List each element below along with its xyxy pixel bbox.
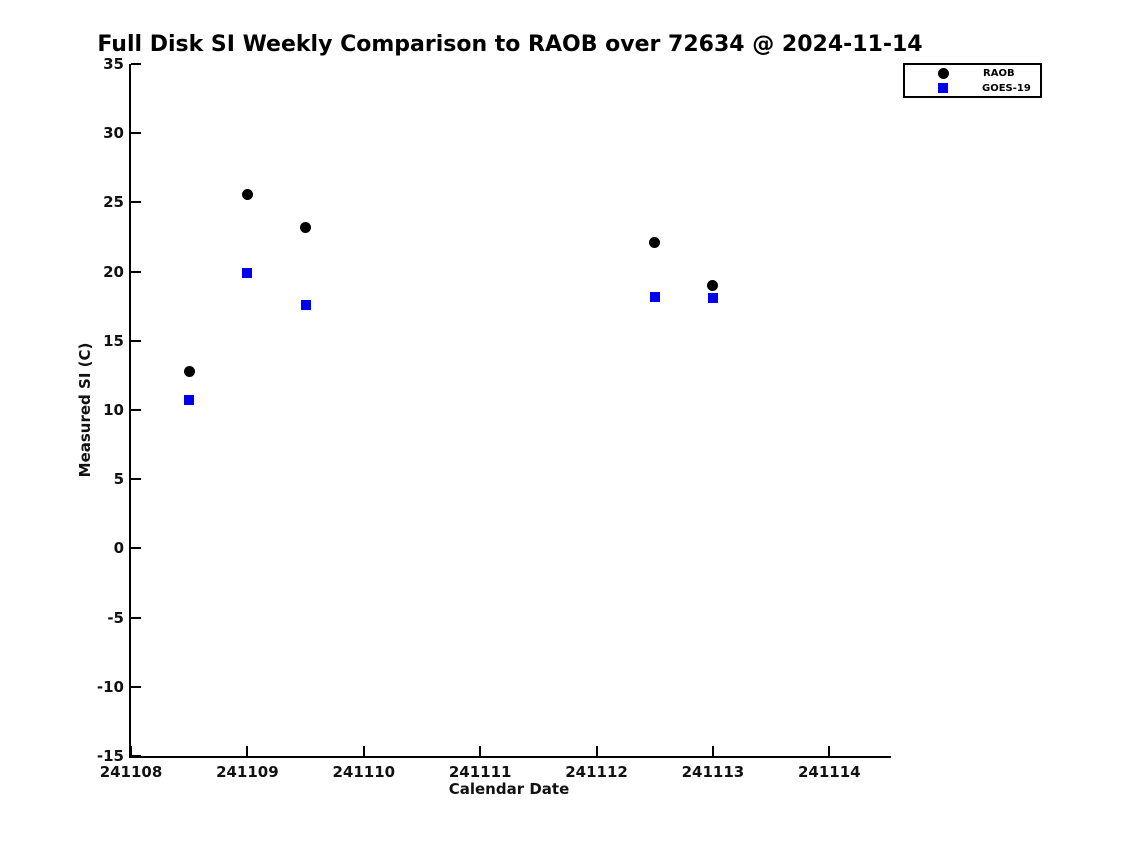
y-tick-mark bbox=[131, 201, 141, 204]
y-tick-mark bbox=[131, 409, 141, 411]
y-tick-label: 35 bbox=[103, 55, 124, 73]
x-tick-mark bbox=[362, 746, 365, 756]
goes-19-data-point bbox=[184, 395, 195, 406]
raob-data-point bbox=[241, 188, 253, 200]
goes19-square-marker-icon bbox=[938, 83, 948, 93]
x-tick-label: 241109 bbox=[216, 763, 279, 781]
legend-entry-goes19: GOES-19 bbox=[905, 81, 1040, 96]
legend-box: RAOB GOES-19 bbox=[903, 63, 1042, 98]
x-tick-label: 241111 bbox=[448, 763, 512, 781]
y-tick-mark bbox=[131, 270, 141, 273]
x-tick-label: 241108 bbox=[99, 763, 163, 781]
x-tick-mark bbox=[828, 746, 831, 756]
x-axis-label: Calendar Date bbox=[448, 780, 570, 798]
y-tick-mark bbox=[131, 132, 141, 135]
y-tick-label: -5 bbox=[107, 608, 124, 627]
y-axis-label: Measured SI (C) bbox=[76, 342, 94, 478]
y-tick-label: 5 bbox=[113, 470, 124, 489]
y-tick-mark bbox=[131, 616, 141, 619]
raob-data-point bbox=[300, 221, 312, 233]
raob-data-point bbox=[649, 237, 661, 249]
raob-circle-marker-icon bbox=[938, 67, 949, 79]
y-tick-label: 25 bbox=[103, 193, 124, 212]
y-tick-label: 20 bbox=[103, 262, 124, 281]
legend-label-raob: RAOB bbox=[983, 67, 1015, 79]
y-tick-mark bbox=[131, 63, 141, 65]
chart-title: Full Disk SI Weekly Comparison to RAOB o… bbox=[97, 32, 923, 57]
x-tick-mark bbox=[711, 746, 714, 756]
x-tick-mark bbox=[246, 746, 249, 756]
goes-19-data-point bbox=[300, 299, 311, 310]
x-tick-label: 241113 bbox=[681, 763, 745, 781]
x-tick-label: 241112 bbox=[565, 763, 628, 781]
y-tick-label: -10 bbox=[96, 677, 124, 696]
x-tick-label: 241110 bbox=[332, 763, 396, 781]
x-tick-mark bbox=[479, 746, 482, 756]
y-tick-label: 0 bbox=[113, 539, 124, 558]
raob-data-point bbox=[183, 365, 195, 377]
y-tick-mark bbox=[131, 339, 141, 342]
y-tick-mark bbox=[131, 547, 141, 550]
y-tick-mark bbox=[131, 755, 141, 757]
y-tick-label: -15 bbox=[96, 747, 124, 765]
raob-data-point bbox=[707, 279, 719, 291]
y-tick-label: 30 bbox=[103, 124, 124, 143]
goes-19-data-point bbox=[707, 292, 718, 303]
y-tick-mark bbox=[131, 478, 141, 481]
goes-19-data-point bbox=[649, 291, 660, 302]
y-tick-mark bbox=[131, 685, 141, 688]
legend-label-goes19: GOES-19 bbox=[982, 82, 1031, 94]
x-tick-mark bbox=[595, 746, 598, 756]
plot-area: 241108 241109 241110 241111 241112 241113 2411… bbox=[97, 55, 891, 781]
x-tick-label: 241114 bbox=[798, 763, 861, 781]
legend-entry-raob: RAOB bbox=[905, 66, 1040, 81]
goes-19-data-point bbox=[242, 267, 253, 278]
y-tick-label: 10 bbox=[103, 401, 124, 419]
x-tick-mark bbox=[130, 746, 132, 756]
y-tick-label: 15 bbox=[103, 331, 124, 350]
